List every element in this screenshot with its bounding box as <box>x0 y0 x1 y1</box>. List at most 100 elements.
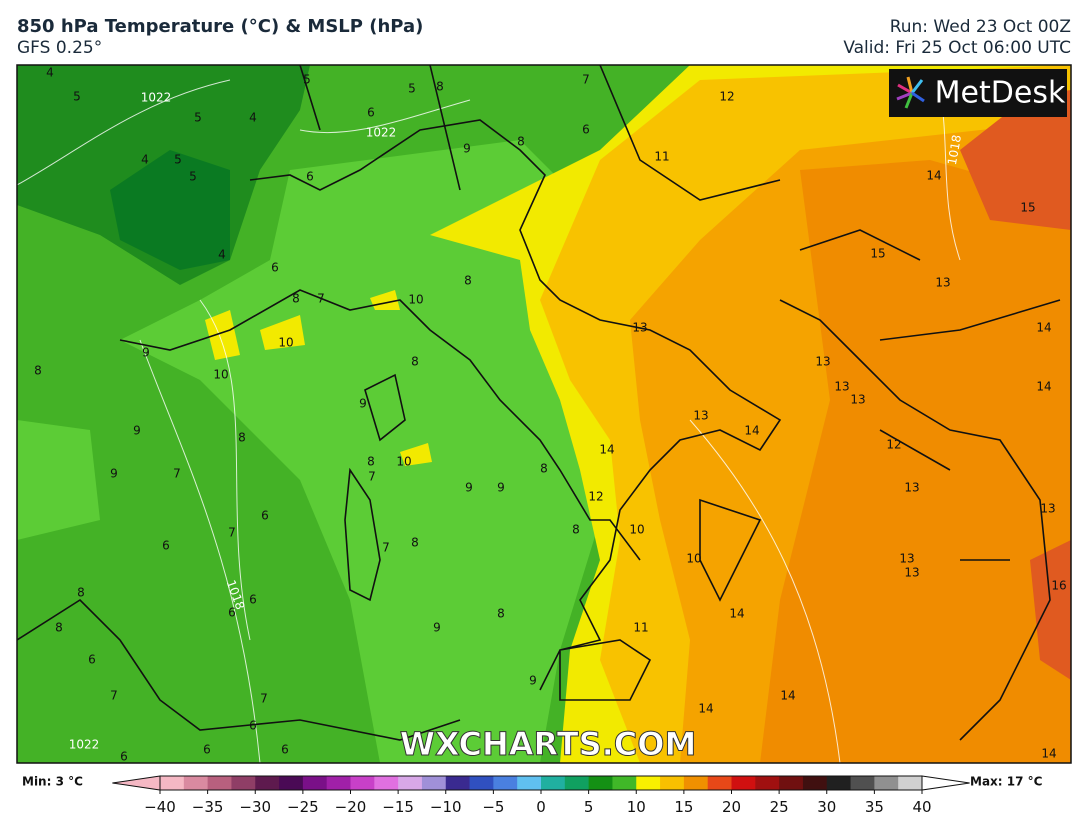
contour-label: 7 <box>368 470 376 484</box>
contour-label: 4 <box>249 111 257 125</box>
colorbar-cell <box>755 776 780 790</box>
contour-label: 14 <box>744 424 759 438</box>
contour-label: 6 <box>582 123 590 137</box>
contour-label: 4 <box>46 66 54 80</box>
min-label: Min: 3 °C <box>22 775 83 789</box>
contour-label: 14 <box>698 702 713 716</box>
contour-label: 6 <box>261 509 269 523</box>
contour-label: 5 <box>73 90 81 104</box>
contour-label: 1022 <box>366 126 397 140</box>
colorbar-tick-label: 15 <box>674 798 693 816</box>
colorbar-high-end <box>921 775 970 791</box>
colorbar-cell <box>374 776 399 790</box>
contour-label: 5 <box>194 111 202 125</box>
colorbar-tick-label: 10 <box>627 798 646 816</box>
colorbar-cell <box>445 776 471 790</box>
colorbar-cell <box>493 776 518 790</box>
contour-label: 10 <box>396 455 411 469</box>
colorbar-tick-label: −40 <box>144 798 176 816</box>
colorbar-cell <box>398 776 423 790</box>
colorbar-cell <box>731 776 756 790</box>
contour-label: 1022 <box>69 738 100 752</box>
colorbar-cell <box>255 776 280 790</box>
contour-label: 14 <box>599 443 614 457</box>
contour-label: 14 <box>1036 380 1051 394</box>
contour-label: 7 <box>317 292 325 306</box>
colorbar-cell <box>826 776 852 790</box>
contour-label: 13 <box>935 276 950 290</box>
contour-label: 15 <box>870 247 885 261</box>
contour-label: 9 <box>433 621 441 635</box>
colorbar-tick-label: −10 <box>430 798 462 816</box>
contour-label: 7 <box>173 467 181 481</box>
colorbar-cell <box>231 776 256 790</box>
colorbar-cell <box>612 776 637 790</box>
contour-label: 10 <box>629 523 644 537</box>
contour-label: 8 <box>517 135 525 149</box>
contour-label: 1022 <box>141 91 172 105</box>
contour-label: 8 <box>497 607 505 621</box>
colorbar-cell <box>302 776 328 790</box>
contour-label: 12 <box>886 438 901 452</box>
contour-label: 13 <box>693 409 708 423</box>
contour-label: 14 <box>729 607 744 621</box>
valid: Valid: Fri 25 Oct 06:00 UTC <box>843 38 1071 58</box>
logo-box <box>889 69 1067 117</box>
colorbar-cell <box>160 776 185 790</box>
colorbar-cell <box>707 776 732 790</box>
contour-label: 10 <box>213 368 228 382</box>
colorbar-tick-label: 40 <box>912 798 931 816</box>
colorbar-cell <box>898 776 923 790</box>
contour-label: 8 <box>411 355 419 369</box>
colorbar-tick-label: 20 <box>722 798 741 816</box>
contour-label: 4 <box>218 248 226 262</box>
contour-label: 7 <box>582 73 590 87</box>
contour-label: 9 <box>497 481 505 495</box>
contour-label: 9 <box>142 346 150 360</box>
contour-label: 8 <box>55 621 63 635</box>
contour-label: 6 <box>249 593 257 607</box>
contour-label: 5 <box>189 170 197 184</box>
colorbar-cell <box>850 776 875 790</box>
colorbar-tick-label: −20 <box>335 798 367 816</box>
contour-label: 7 <box>260 692 268 706</box>
colorbar: −40 −35 −30 −25 −20 −15 −10 −5 0 5 10 15 20 25 30 35 40 <box>112 775 970 816</box>
contour-label: 9 <box>133 424 141 438</box>
contour-label: 13 <box>904 566 919 580</box>
contour-label: 8 <box>238 431 246 445</box>
contour-label: 10 <box>686 552 701 566</box>
contour-label: 7 <box>110 689 118 703</box>
contour-label: 8 <box>292 292 300 306</box>
contour-label: 9 <box>463 142 471 156</box>
colorbar-cell <box>564 776 590 790</box>
colorbar-cell <box>588 776 613 790</box>
contour-label: 1018 <box>945 134 964 167</box>
colorbar-cell <box>683 776 709 790</box>
contour-label: 8 <box>436 80 444 94</box>
contour-label: 9 <box>110 467 118 481</box>
max-label: Max: 17 °C <box>970 775 1043 789</box>
colorbar-cell <box>421 776 447 790</box>
contour-label: 5 <box>174 153 182 167</box>
contour-label: 9 <box>529 674 537 688</box>
contour-label: 5 <box>303 73 311 87</box>
contour-label: 13 <box>899 552 914 566</box>
colorbar-tick-label: −15 <box>382 798 414 816</box>
colorbar-cell <box>874 776 899 790</box>
contour-label: 14 <box>780 689 795 703</box>
contour-label: 9 <box>465 481 473 495</box>
colorbar-cell <box>636 776 661 790</box>
map-frame <box>16 64 1072 764</box>
contour-label: 6 <box>271 261 279 275</box>
contour-label: 11 <box>633 621 648 635</box>
logo-icon <box>896 76 925 109</box>
colorbar-cell <box>660 776 685 790</box>
colorbar-tick-label: 25 <box>770 798 789 816</box>
contour-label: 13 <box>1040 502 1055 516</box>
run: Run: Wed 23 Oct 00Z <box>890 17 1071 37</box>
contour-label: 8 <box>34 364 42 378</box>
contour-label: 13 <box>815 355 830 369</box>
colorbar-tick-label: 5 <box>584 798 594 816</box>
contour-label: 8 <box>77 586 85 600</box>
